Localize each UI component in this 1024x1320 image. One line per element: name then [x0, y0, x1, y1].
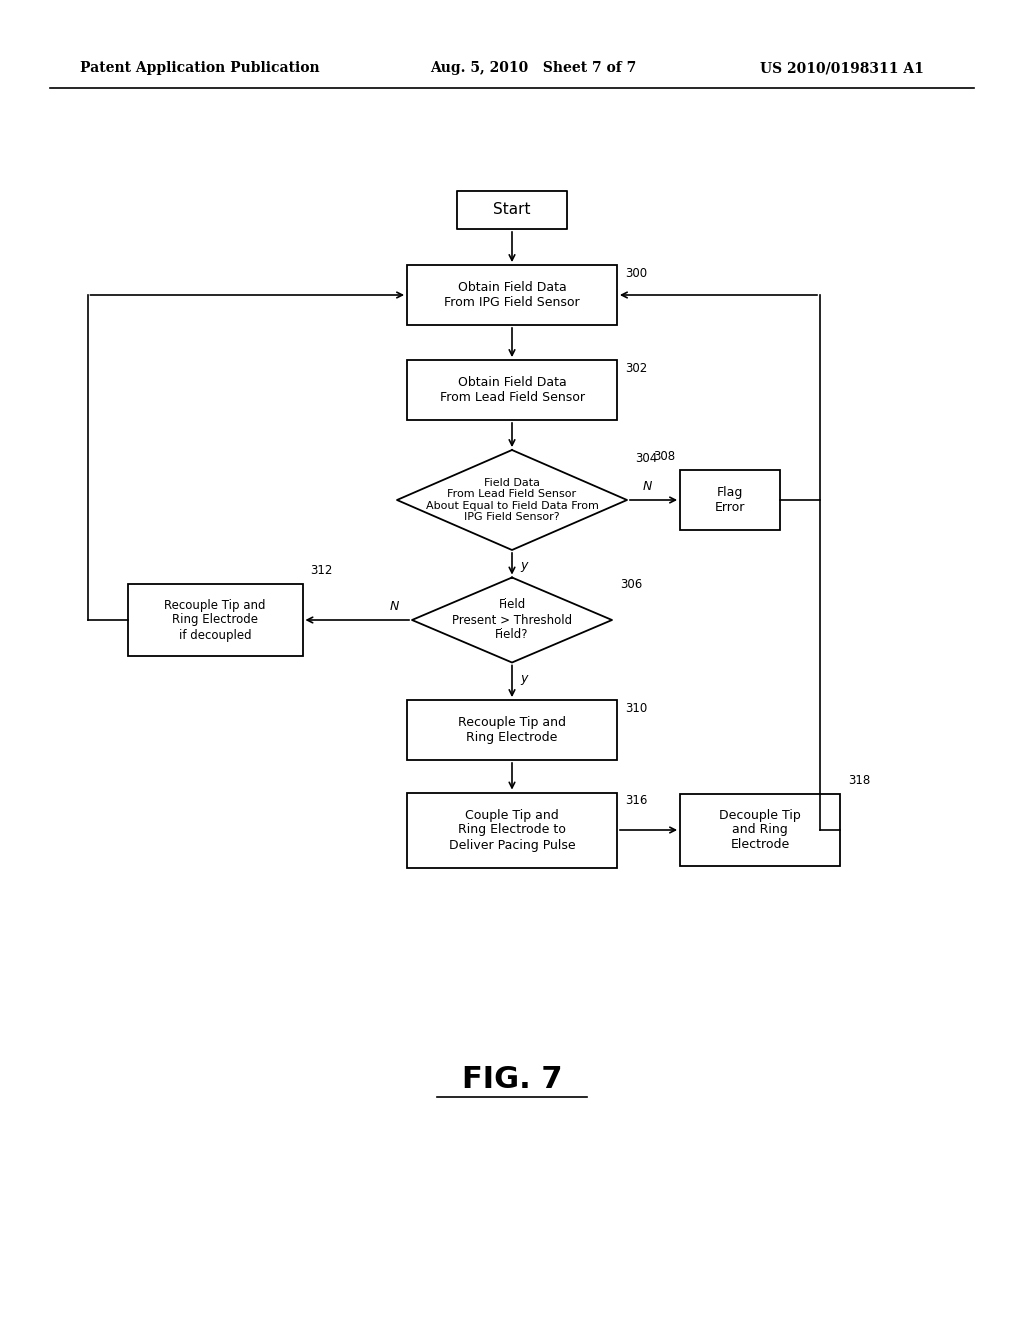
Text: 300: 300 [625, 267, 647, 280]
FancyBboxPatch shape [407, 700, 617, 760]
Polygon shape [397, 450, 627, 550]
Text: y: y [520, 560, 527, 573]
Text: y: y [520, 672, 527, 685]
Text: 306: 306 [620, 578, 642, 590]
Text: Decouple Tip
and Ring
Electrode: Decouple Tip and Ring Electrode [719, 808, 801, 851]
Text: N: N [642, 479, 651, 492]
FancyBboxPatch shape [407, 265, 617, 325]
Polygon shape [412, 578, 612, 663]
Text: Start: Start [494, 202, 530, 218]
Text: 302: 302 [625, 362, 647, 375]
Text: Patent Application Publication: Patent Application Publication [80, 61, 319, 75]
Text: US 2010/0198311 A1: US 2010/0198311 A1 [760, 61, 924, 75]
Text: 318: 318 [848, 774, 870, 787]
Text: Recouple Tip and
Ring Electrode
if decoupled: Recouple Tip and Ring Electrode if decou… [164, 598, 266, 642]
Text: 310: 310 [625, 702, 647, 715]
Text: N: N [389, 599, 398, 612]
Text: Field
Present > Threshold
Field?: Field Present > Threshold Field? [452, 598, 572, 642]
Text: 308: 308 [653, 450, 675, 463]
FancyBboxPatch shape [128, 583, 302, 656]
Text: Couple Tip and
Ring Electrode to
Deliver Pacing Pulse: Couple Tip and Ring Electrode to Deliver… [449, 808, 575, 851]
Text: Field Data
From Lead Field Sensor
About Equal to Field Data From
IPG Field Senso: Field Data From Lead Field Sensor About … [426, 478, 598, 523]
Text: Aug. 5, 2010   Sheet 7 of 7: Aug. 5, 2010 Sheet 7 of 7 [430, 61, 636, 75]
FancyBboxPatch shape [680, 470, 780, 531]
FancyBboxPatch shape [407, 360, 617, 420]
Text: Flag
Error: Flag Error [715, 486, 745, 513]
Text: 304: 304 [635, 451, 657, 465]
FancyBboxPatch shape [407, 792, 617, 867]
Text: Obtain Field Data
From IPG Field Sensor: Obtain Field Data From IPG Field Sensor [444, 281, 580, 309]
Text: 316: 316 [625, 795, 647, 808]
FancyBboxPatch shape [680, 795, 840, 866]
Text: 312: 312 [310, 564, 333, 577]
FancyBboxPatch shape [457, 191, 567, 228]
Text: Recouple Tip and
Ring Electrode: Recouple Tip and Ring Electrode [458, 715, 566, 744]
Text: FIG. 7: FIG. 7 [462, 1065, 562, 1094]
Text: Obtain Field Data
From Lead Field Sensor: Obtain Field Data From Lead Field Sensor [439, 376, 585, 404]
